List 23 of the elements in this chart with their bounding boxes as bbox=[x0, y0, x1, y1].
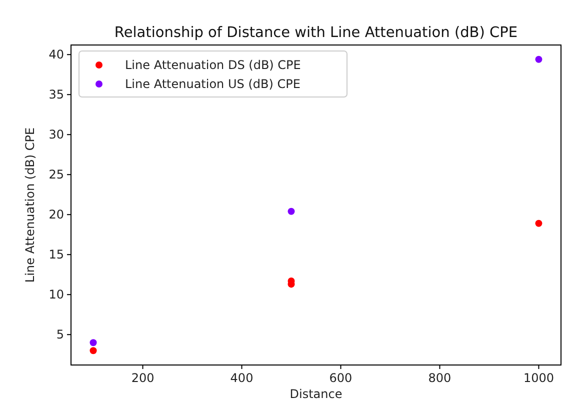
x-tick-label: 800 bbox=[428, 371, 452, 385]
legend-label: Line Attenuation DS (dB) CPE bbox=[125, 58, 301, 72]
y-tick-label: 20 bbox=[48, 208, 64, 222]
y-tick-label: 10 bbox=[48, 288, 64, 302]
point bbox=[535, 56, 542, 63]
y-tick-label: 30 bbox=[48, 128, 64, 142]
point bbox=[535, 220, 542, 227]
y-tick-label: 15 bbox=[48, 248, 64, 262]
y-tick-label: 25 bbox=[48, 168, 64, 182]
x-tick-label: 600 bbox=[329, 371, 352, 385]
y-tick-label: 40 bbox=[48, 48, 64, 62]
y-tick-label: 35 bbox=[48, 88, 64, 102]
chart-title: Relationship of Distance with Line Attenuation (dB) CPE bbox=[114, 25, 518, 41]
y-tick-label: 5 bbox=[56, 328, 64, 342]
x-tick-label: 200 bbox=[131, 371, 154, 385]
y-axis-title: Line Attenuation (dB) CPE bbox=[23, 127, 37, 283]
x-tick-label: 1000 bbox=[523, 371, 554, 385]
x-tick-label: 400 bbox=[230, 371, 254, 385]
legend-label: Line Attenuation US (dB) CPE bbox=[125, 77, 300, 91]
point bbox=[90, 347, 97, 354]
x-axis-title: Distance bbox=[290, 387, 342, 401]
point bbox=[288, 208, 295, 215]
point bbox=[90, 339, 97, 346]
